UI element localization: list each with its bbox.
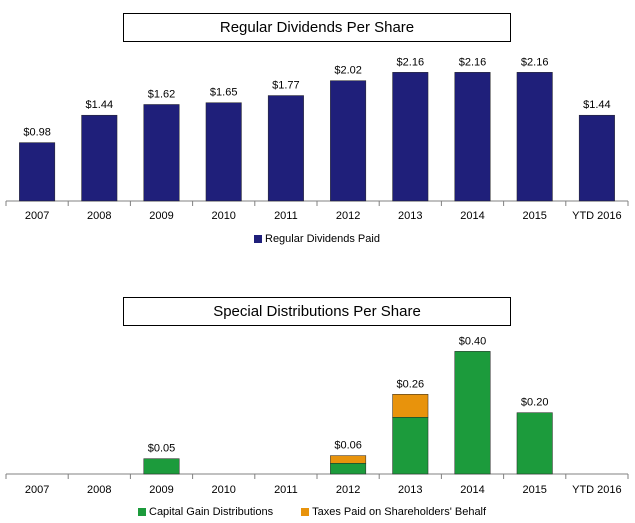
bar-primary <box>454 72 491 202</box>
x-tick-label: 2013 <box>398 210 422 222</box>
data-label: $2.02 <box>334 65 362 77</box>
data-label: $2.16 <box>397 56 425 68</box>
legend-item-capital-gain: Capital Gain Distributions <box>138 506 273 518</box>
chart2-title: Special Distributions Per Share <box>123 297 511 326</box>
bar-primary <box>516 72 553 202</box>
bar-primary <box>392 72 429 202</box>
x-tick-label: 2014 <box>460 210 484 222</box>
data-label: $2.16 <box>521 56 549 68</box>
x-tick-label: 2007 <box>25 210 49 222</box>
legend-label-taxes: Taxes Paid on Shareholders' Behalf <box>312 506 487 518</box>
bar-primary <box>330 80 367 202</box>
x-tick-label: YTD 2016 <box>572 210 622 222</box>
bar-primary <box>19 142 56 202</box>
bar-primary <box>578 114 615 202</box>
legend-swatch-taxes <box>301 508 310 516</box>
data-label: $1.44 <box>86 99 114 111</box>
data-label: $1.77 <box>272 80 300 92</box>
data-label: $0.98 <box>23 127 51 139</box>
legend-label-capital-gain: Capital Gain Distributions <box>149 506 274 518</box>
data-label: $2.16 <box>459 56 487 68</box>
x-tick-label: 2015 <box>522 210 546 222</box>
legend-item-taxes: Taxes Paid on Shareholders' Behalf <box>301 506 486 518</box>
chart1-legend: Regular Dividends Paid <box>254 233 380 245</box>
x-tick-label: 2008 <box>87 210 111 222</box>
chart2-legend: Capital Gain Distributions Taxes Paid on… <box>138 506 486 518</box>
x-tick-label: 2010 <box>211 210 235 222</box>
legend-swatch-capital-gain <box>138 508 146 516</box>
bar-primary <box>205 102 242 202</box>
data-label: $1.62 <box>148 88 176 100</box>
data-label: $1.65 <box>210 87 238 99</box>
legend-swatch-regular <box>254 235 262 243</box>
x-tick-label: 2012 <box>336 210 360 222</box>
x-tick-label: 2011 <box>274 210 298 222</box>
data-label: $1.44 <box>583 99 611 111</box>
legend-label-regular: Regular Dividends Paid <box>265 233 380 245</box>
bar-primary <box>81 114 118 202</box>
bar-primary <box>143 104 180 202</box>
bar-primary <box>267 95 304 202</box>
x-tick-label: 2009 <box>149 210 173 222</box>
chart1-title: Regular Dividends Per Share <box>123 13 511 42</box>
